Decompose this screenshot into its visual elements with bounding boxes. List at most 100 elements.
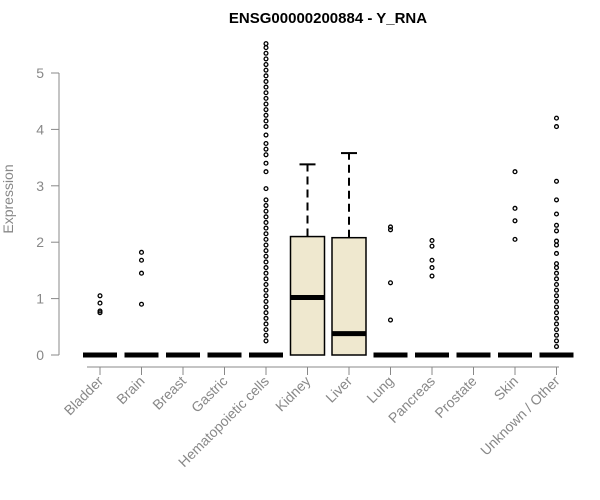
outlier-point — [553, 343, 560, 350]
outlier-point — [263, 41, 269, 47]
outlier-point — [263, 298, 269, 304]
outlier-point — [263, 281, 269, 288]
outlier-point — [263, 202, 269, 209]
outlier-point — [387, 224, 394, 230]
outlier-point — [263, 236, 269, 242]
outlier-point — [387, 227, 394, 233]
outlier-point — [263, 61, 269, 68]
outlier-point — [263, 95, 269, 101]
box-series — [83, 41, 574, 358]
box-group — [539, 115, 574, 358]
box-group — [373, 224, 408, 358]
outlier-point — [263, 73, 269, 79]
outlier-point — [553, 270, 560, 276]
box-group — [83, 293, 117, 358]
outlier-point — [263, 112, 269, 118]
outlier-point — [553, 287, 560, 293]
y-tick-label: 4 — [36, 121, 44, 137]
outlier-point — [553, 261, 560, 267]
outlier-point — [553, 315, 560, 321]
box — [331, 236, 367, 356]
outlier-point — [263, 197, 269, 203]
outlier-point — [553, 265, 560, 271]
outlier-point — [263, 101, 269, 107]
outlier-point — [553, 211, 560, 217]
outlier-point — [553, 238, 560, 244]
outlier-point — [263, 287, 269, 293]
outlier-point — [553, 338, 560, 344]
outlier-point — [263, 327, 269, 333]
outlier-point — [553, 197, 560, 203]
x-tick-label: Bladder — [61, 373, 107, 419]
outlier-point — [97, 293, 103, 299]
outlier-point — [263, 124, 269, 130]
outlier-point — [97, 308, 103, 314]
y-tick-label: 2 — [36, 234, 44, 250]
outlier-point — [138, 270, 145, 276]
outlier-point — [263, 225, 269, 231]
x-tick-label: Brain — [113, 373, 147, 407]
outlier-point — [263, 242, 269, 248]
outlier-point — [512, 205, 518, 211]
outlier-point — [263, 315, 269, 321]
x-tick-label: Skin — [491, 373, 522, 404]
outlier-point — [263, 160, 269, 166]
box-group — [289, 163, 326, 356]
outlier-point — [138, 257, 145, 263]
outlier-point — [263, 321, 269, 327]
outlier-point — [263, 107, 269, 113]
outlier-point — [553, 293, 560, 299]
y-tick-label: 0 — [36, 347, 44, 363]
x-tick-label: Unknown / Other — [477, 373, 563, 459]
outlier-point — [512, 236, 518, 242]
outlier-point — [263, 146, 269, 152]
outlier-point — [553, 276, 560, 282]
x-tick-label: Prostate — [431, 373, 479, 421]
outlier-point — [387, 280, 394, 286]
outlier-point — [263, 231, 269, 237]
outlier-point — [553, 115, 560, 121]
outlier-point — [263, 78, 269, 85]
outlier-point — [263, 208, 269, 214]
outlier-point — [263, 214, 269, 220]
outlier-point — [553, 321, 560, 327]
outlier-point — [429, 243, 435, 249]
x-tick-label: Kidney — [272, 373, 314, 415]
outlier-point — [429, 237, 435, 244]
outlier-point — [263, 332, 269, 338]
box-group — [249, 41, 283, 358]
outlier-point — [263, 90, 269, 96]
x-tick-label: Breast — [149, 373, 189, 413]
outlier-point — [553, 310, 560, 316]
outlier-point — [387, 317, 394, 323]
outlier-point — [263, 248, 269, 254]
outlier-point — [553, 281, 560, 288]
outlier-point — [263, 56, 269, 62]
outlier-point — [553, 178, 560, 184]
outlier-point — [553, 327, 560, 333]
outlier-point — [263, 270, 269, 276]
outlier-point — [263, 304, 269, 310]
outlier-point — [97, 300, 103, 306]
outlier-point — [553, 332, 560, 338]
outlier-point — [263, 140, 269, 147]
outlier-point — [553, 124, 560, 130]
outlier-point — [553, 242, 560, 248]
y-axis-ticks: 0 1 2 3 4 5 — [36, 65, 59, 363]
outlier-point — [263, 50, 269, 56]
outlier-point — [512, 169, 518, 175]
outlier-point — [263, 67, 269, 73]
outlier-point — [263, 186, 269, 192]
outlier-point — [263, 276, 269, 282]
x-tick-label: Liver — [322, 373, 355, 406]
outlier-point — [263, 132, 269, 138]
y-tick-label: 3 — [36, 178, 44, 194]
outlier-point — [263, 169, 269, 175]
outlier-point — [263, 293, 269, 299]
outlier-point — [263, 310, 269, 316]
outlier-point — [263, 118, 269, 124]
y-tick-label: 5 — [36, 65, 44, 81]
chart-title: ENSG00000200884 - Y_RNA — [229, 10, 427, 27]
